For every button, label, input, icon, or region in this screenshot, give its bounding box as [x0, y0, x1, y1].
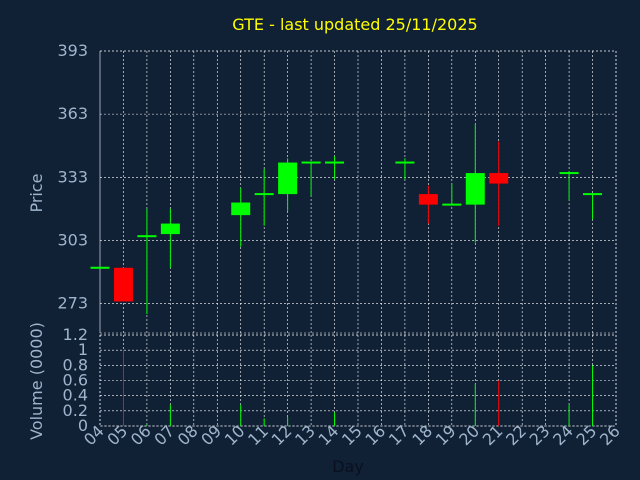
candle-body — [395, 161, 415, 164]
candle-body — [254, 193, 274, 196]
price-tick-label: 333 — [57, 167, 88, 186]
candle-body — [489, 173, 509, 184]
candle-body — [559, 172, 579, 175]
volume-tick-label: 0.8 — [63, 355, 88, 374]
volume-tick-label: 0.6 — [63, 371, 88, 390]
price-panel: 273 303 333 363 393 — [57, 41, 617, 334]
candle-body — [278, 162, 298, 195]
candle-body — [137, 235, 157, 238]
x-axis-label: Day — [332, 457, 364, 476]
x-axis-ticks: 0405060708091011121314151617181920212223… — [80, 421, 624, 449]
candle-body — [442, 203, 462, 206]
candle-body — [325, 161, 345, 164]
volume-axis-label: Volume (0000) — [27, 322, 46, 440]
price-axis-label: Price — [27, 173, 46, 212]
volume-tick-label: 0.4 — [63, 386, 88, 405]
volume-tick-label: 1.2 — [63, 325, 88, 344]
candle-body — [90, 266, 110, 269]
candle-body — [465, 173, 485, 205]
candle-body — [583, 193, 603, 196]
candle-body — [160, 223, 180, 235]
price-tick-label: 303 — [57, 230, 88, 249]
chart-title: GTE - last updated 25/11/2025 — [232, 15, 477, 34]
volume-panel: 00.20.40.60.811.2 — [63, 325, 617, 435]
candle-body — [301, 161, 321, 164]
volume-tick-label: 1 — [78, 340, 88, 359]
volume-tick-label: 0 — [78, 416, 88, 435]
price-tick-label: 393 — [57, 41, 88, 60]
candle-body — [113, 267, 133, 302]
x-tick-label: 26 — [596, 421, 624, 449]
candle-body — [418, 194, 438, 205]
volume-tick-label: 0.2 — [63, 401, 88, 420]
price-tick-label: 363 — [57, 104, 88, 123]
candle-body — [231, 202, 251, 216]
price-tick-label: 273 — [57, 294, 88, 313]
